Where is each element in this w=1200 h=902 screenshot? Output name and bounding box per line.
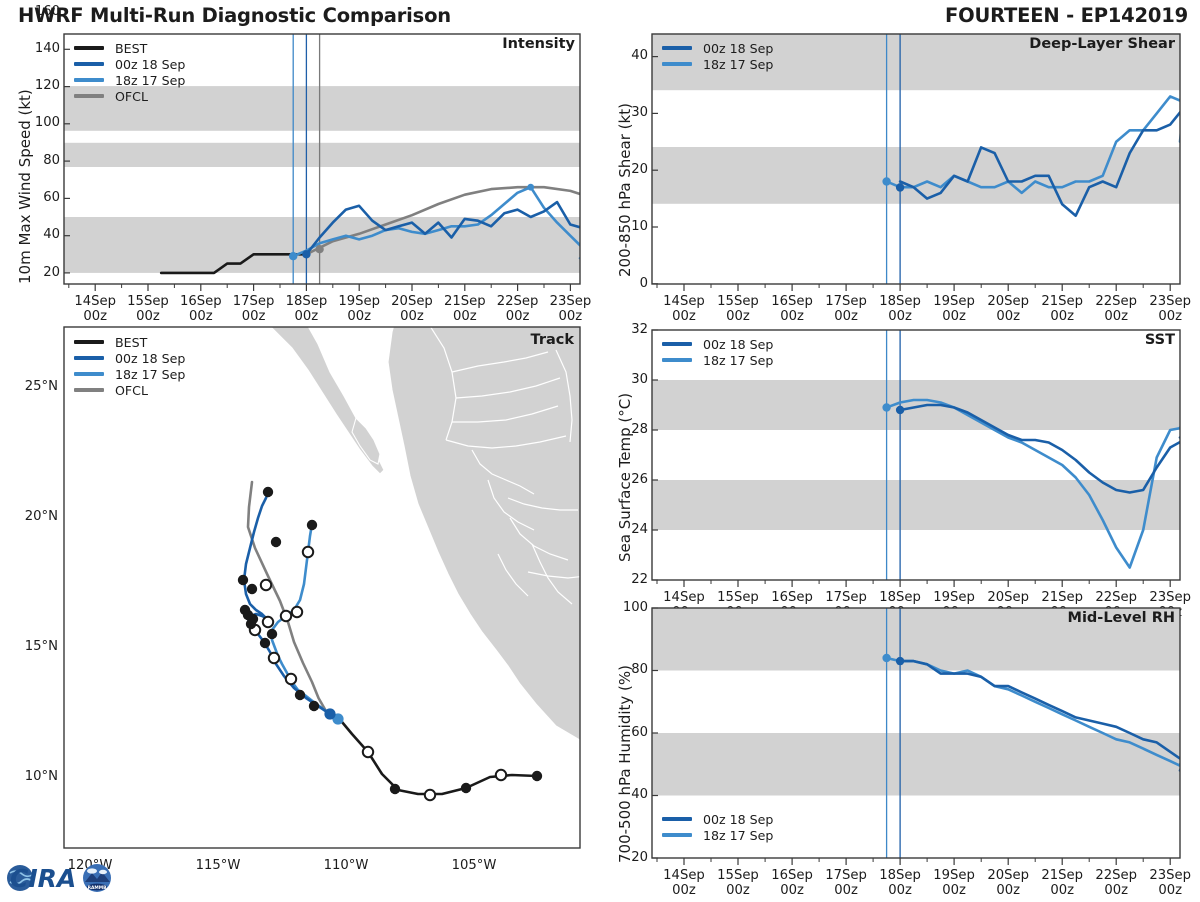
marker-00z-intensity xyxy=(302,250,311,259)
legend-item-00z-shear: 00z 18 Sep xyxy=(662,40,773,56)
legend-swatch-18z xyxy=(74,77,104,83)
legend-item-00z-rh: 00z 18 Sep xyxy=(662,811,773,827)
marker-18z-shear xyxy=(882,177,891,186)
legend-swatch-ofcl xyxy=(74,93,104,99)
legend-swatch-18z xyxy=(662,61,692,67)
marker-18z-sst xyxy=(882,403,891,412)
shear-bands xyxy=(652,33,1180,204)
page-title-left: HWRF Multi-Run Diagnostic Comparison xyxy=(18,4,451,27)
panel-sst: Sea Surface Temp (°C) xyxy=(600,310,1200,621)
shear-frame xyxy=(651,33,1181,285)
legend-item-18z-sst: 18z 17 Sep xyxy=(662,352,773,368)
rh-bands xyxy=(652,608,1180,796)
rh-panel-tag: Mid-Level RH xyxy=(1067,610,1175,626)
legend-swatch-00z xyxy=(74,61,104,67)
sst-y-ticks xyxy=(652,329,658,581)
legend-swatch-18z xyxy=(662,357,692,363)
marker-ofcl-intensity xyxy=(315,245,324,254)
sst-bands xyxy=(652,380,1180,530)
panel-intensity: 10m Max Wind Speed (kt) xyxy=(0,4,600,325)
legend-item-18z-track: 18z 17 Sep xyxy=(74,366,185,382)
sst-legend: 00z 18 Sep 18z 17 Sep xyxy=(662,336,773,368)
xtick-hour: 00z xyxy=(83,309,108,324)
legend-item-00z: 00z 18 Sep xyxy=(74,56,185,72)
intensity-y-ticks xyxy=(64,48,70,274)
intensity-bands xyxy=(64,86,580,273)
legend-swatch-18z xyxy=(662,832,692,838)
track-best-markers xyxy=(361,745,543,802)
track-frame xyxy=(63,326,581,849)
rh-x-ticks xyxy=(656,858,1171,865)
shear-y-ticks xyxy=(652,55,658,285)
xtick-day: 14Sep xyxy=(74,294,116,309)
shear-x-ticklabels: 14Sep 00z 15Sep 00z 16Sep 00z 17Sep 00z 18Se… xyxy=(663,294,1191,324)
legend-swatch-00z xyxy=(662,816,692,822)
marker-00z-sst xyxy=(895,405,905,415)
logo-rammb-icon: RAMMB xyxy=(83,864,111,892)
intensity-x-ticks xyxy=(68,284,572,291)
marker-00z-shear xyxy=(895,183,905,192)
track-forecast-markers xyxy=(237,486,344,725)
legend-item-best-track: BEST xyxy=(74,334,185,350)
cira-logo: CIRA RAMMB xyxy=(4,856,124,898)
marker-18z-intensity xyxy=(289,252,298,261)
legend-swatch-best xyxy=(74,339,104,345)
intensity-frame xyxy=(63,33,581,285)
shear-legend: 00z 18 Sep 18z 17 Sep xyxy=(662,40,773,72)
sst-frame xyxy=(651,329,1181,581)
legend-item-18z: 18z 17 Sep xyxy=(74,72,185,88)
marker-00z-rh xyxy=(895,656,905,666)
legend-swatch-ofcl xyxy=(74,387,104,393)
track-panel-tag: Track xyxy=(530,332,574,348)
marker-18z-rh xyxy=(882,653,891,663)
rh-x-ticklabels: 14Sep 00z 15Sep 00z 16Sep 00z 17Sep 00z 18Se… xyxy=(663,868,1191,898)
series-ofcl-intensity xyxy=(305,185,580,256)
intensity-legend: BEST 00z 18 Sep 18z 17 Sep OFCL xyxy=(74,40,185,104)
sst-panel-tag: SST xyxy=(1144,332,1175,348)
intensity-x-ticklabels: 14Sep 00z 15Sep 00z 16Sep 00z 17Sep 00z 18Se… xyxy=(74,294,592,324)
legend-item-ofcl: OFCL xyxy=(74,88,185,104)
series-18z-sst xyxy=(885,398,1180,569)
shear-panel-tag: Deep-Layer Shear xyxy=(1029,36,1175,52)
logo-rammb-text: RAMMB xyxy=(88,885,108,891)
panel-track: Track BEST 00z 18 Sep 18z 17 Sep OFCL 25… xyxy=(0,322,600,900)
shear-x-ticks xyxy=(656,284,1171,291)
series-18z-intensity xyxy=(291,185,580,260)
legend-item-ofcl-track: OFCL xyxy=(74,382,185,398)
rh-frame xyxy=(651,607,1181,859)
legend-swatch-18z xyxy=(74,371,104,377)
logo-wordmark: CIRA xyxy=(10,864,76,893)
panel-shear: 200-850 hPa Shear (kt) xyxy=(600,22,1200,324)
series-18z-rh xyxy=(885,656,1180,768)
legend-item-18z-rh: 18z 17 Sep xyxy=(662,827,773,843)
legend-swatch-best xyxy=(74,45,104,51)
series-00z-intensity xyxy=(305,200,580,256)
legend-swatch-00z xyxy=(74,355,104,361)
rh-legend: 00z 18 Sep 18z 17 Sep xyxy=(662,811,773,843)
track-legend: BEST 00z 18 Sep 18z 17 Sep OFCL xyxy=(74,334,185,398)
sst-x-ticks xyxy=(656,580,1171,587)
legend-item-best: BEST xyxy=(74,40,185,56)
track-00z xyxy=(242,490,332,716)
legend-item-00z-sst: 00z 18 Sep xyxy=(662,336,773,352)
page-title-right: FOURTEEN - EP142019 xyxy=(944,4,1188,27)
series-00z-shear xyxy=(898,110,1180,217)
series-00z-rh xyxy=(898,659,1180,772)
panel-rh: 700-500 hPa Humidity (%) xyxy=(600,598,1200,900)
legend-swatch-00z xyxy=(662,341,692,347)
legend-swatch-00z xyxy=(662,45,692,51)
intensity-panel-tag: Intensity xyxy=(502,36,575,52)
legend-item-00z-track: 00z 18 Sep xyxy=(74,350,185,366)
series-best-intensity xyxy=(159,253,308,275)
map-landmasses xyxy=(270,327,580,741)
series-18z-shear xyxy=(885,95,1180,195)
series-00z-sst xyxy=(898,403,1180,494)
legend-item-18z-shear: 18z 17 Sep xyxy=(662,56,773,72)
marker-18z-peak-intensity xyxy=(527,183,535,191)
